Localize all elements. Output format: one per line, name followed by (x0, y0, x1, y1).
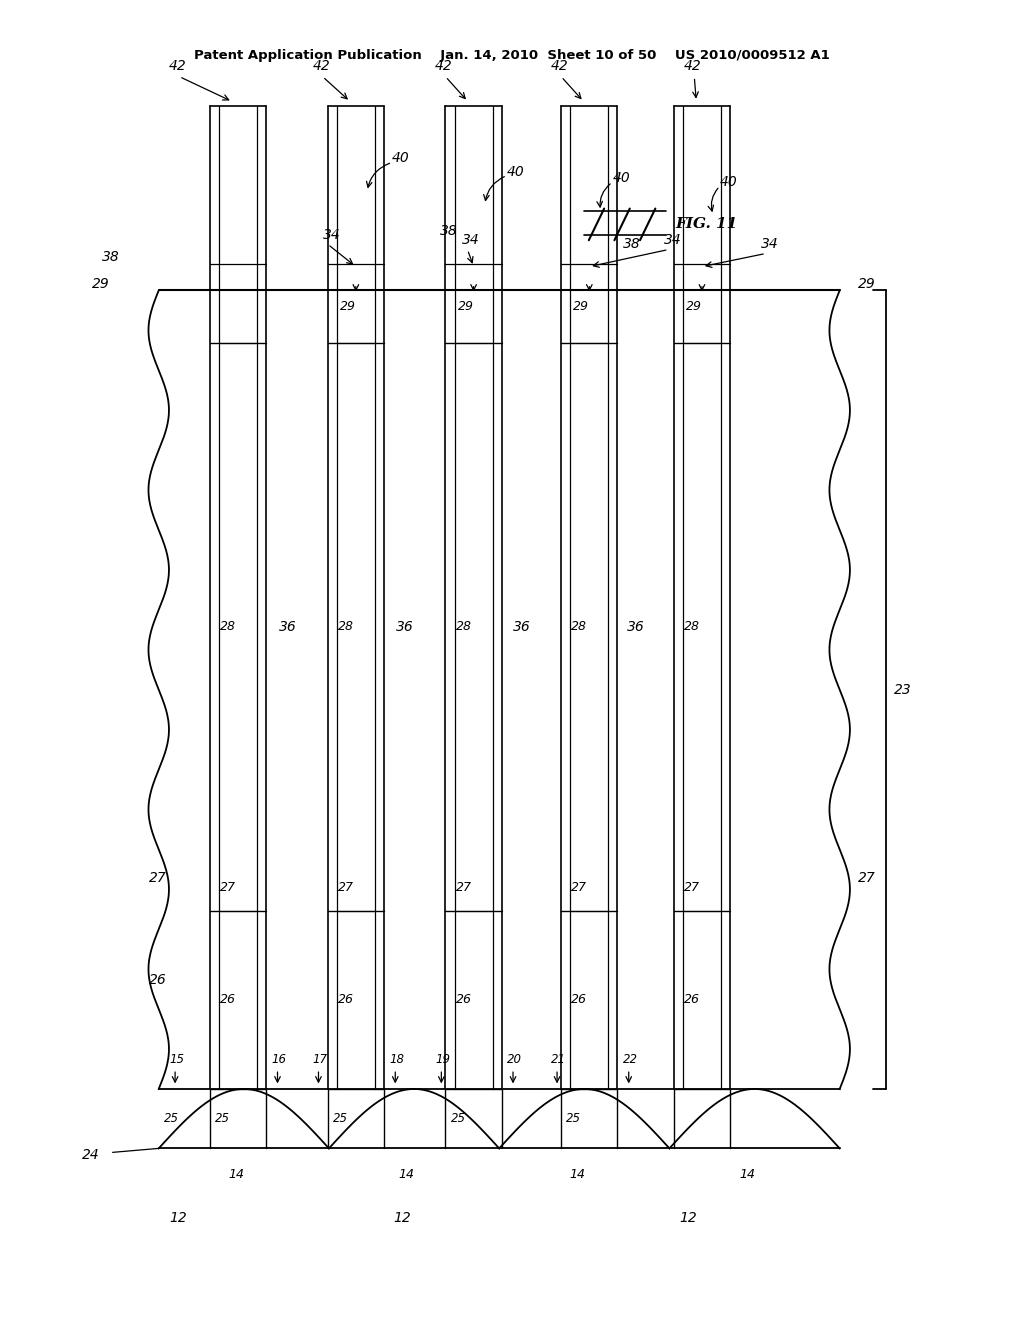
Text: 18: 18 (389, 1053, 404, 1067)
Text: 14: 14 (739, 1168, 755, 1181)
Text: 27: 27 (571, 880, 588, 894)
Text: 42: 42 (435, 59, 453, 73)
Text: 28: 28 (456, 620, 472, 634)
Text: 36: 36 (279, 620, 296, 634)
Text: 25: 25 (451, 1113, 466, 1125)
Text: 29: 29 (458, 300, 474, 313)
Text: 40: 40 (720, 176, 737, 189)
Text: 27: 27 (338, 880, 354, 894)
Text: 26: 26 (220, 994, 237, 1006)
Text: 36: 36 (513, 620, 530, 634)
Text: 14: 14 (228, 1168, 245, 1181)
Text: 21: 21 (551, 1053, 566, 1067)
Text: 38: 38 (623, 238, 640, 251)
Text: 28: 28 (684, 620, 700, 634)
Text: 27: 27 (220, 880, 237, 894)
Text: 14: 14 (569, 1168, 585, 1181)
Text: Patent Application Publication    Jan. 14, 2010  Sheet 10 of 50    US 2010/00095: Patent Application Publication Jan. 14, … (195, 49, 829, 62)
Text: 38: 38 (440, 224, 458, 238)
Text: 42: 42 (169, 59, 186, 73)
Text: 25: 25 (164, 1113, 179, 1125)
Text: 40: 40 (392, 152, 410, 165)
Text: 29: 29 (858, 277, 876, 290)
Text: 23: 23 (894, 682, 911, 697)
Text: 27: 27 (456, 880, 472, 894)
Text: 34: 34 (323, 228, 340, 242)
Text: 24: 24 (82, 1148, 99, 1162)
Text: 26: 26 (148, 973, 166, 987)
Text: 40: 40 (612, 172, 630, 185)
Text: 29: 29 (686, 300, 702, 313)
Text: 27: 27 (858, 871, 876, 884)
Text: 42: 42 (312, 59, 330, 73)
Text: 29: 29 (340, 300, 356, 313)
Text: 34: 34 (664, 234, 681, 247)
Text: 38: 38 (102, 251, 120, 264)
Text: 26: 26 (571, 994, 588, 1006)
Text: 22: 22 (623, 1053, 638, 1067)
Text: 14: 14 (398, 1168, 415, 1181)
Text: 42: 42 (684, 59, 701, 73)
Text: 25: 25 (215, 1113, 230, 1125)
Text: FIG. 11: FIG. 11 (676, 218, 738, 231)
Text: 15: 15 (169, 1053, 184, 1067)
Text: 12: 12 (393, 1212, 412, 1225)
Text: 17: 17 (312, 1053, 328, 1067)
Text: 40: 40 (507, 165, 524, 178)
Text: 26: 26 (338, 994, 354, 1006)
Text: 28: 28 (571, 620, 588, 634)
Text: 12: 12 (169, 1212, 186, 1225)
Text: 16: 16 (271, 1053, 287, 1067)
Text: 42: 42 (551, 59, 568, 73)
Text: 20: 20 (507, 1053, 522, 1067)
Text: 25: 25 (333, 1113, 348, 1125)
Text: 25: 25 (566, 1113, 582, 1125)
Text: 27: 27 (684, 880, 700, 894)
Text: 19: 19 (435, 1053, 451, 1067)
Text: 34: 34 (761, 238, 778, 251)
Text: 26: 26 (456, 994, 472, 1006)
Text: 28: 28 (338, 620, 354, 634)
Text: 26: 26 (684, 994, 700, 1006)
Text: 36: 36 (396, 620, 414, 634)
Text: 12: 12 (680, 1212, 697, 1225)
Text: 29: 29 (92, 277, 110, 290)
Text: 34: 34 (463, 234, 480, 247)
Text: 27: 27 (148, 871, 166, 884)
Text: 28: 28 (220, 620, 237, 634)
Text: 29: 29 (573, 300, 590, 313)
Text: 36: 36 (627, 620, 645, 634)
